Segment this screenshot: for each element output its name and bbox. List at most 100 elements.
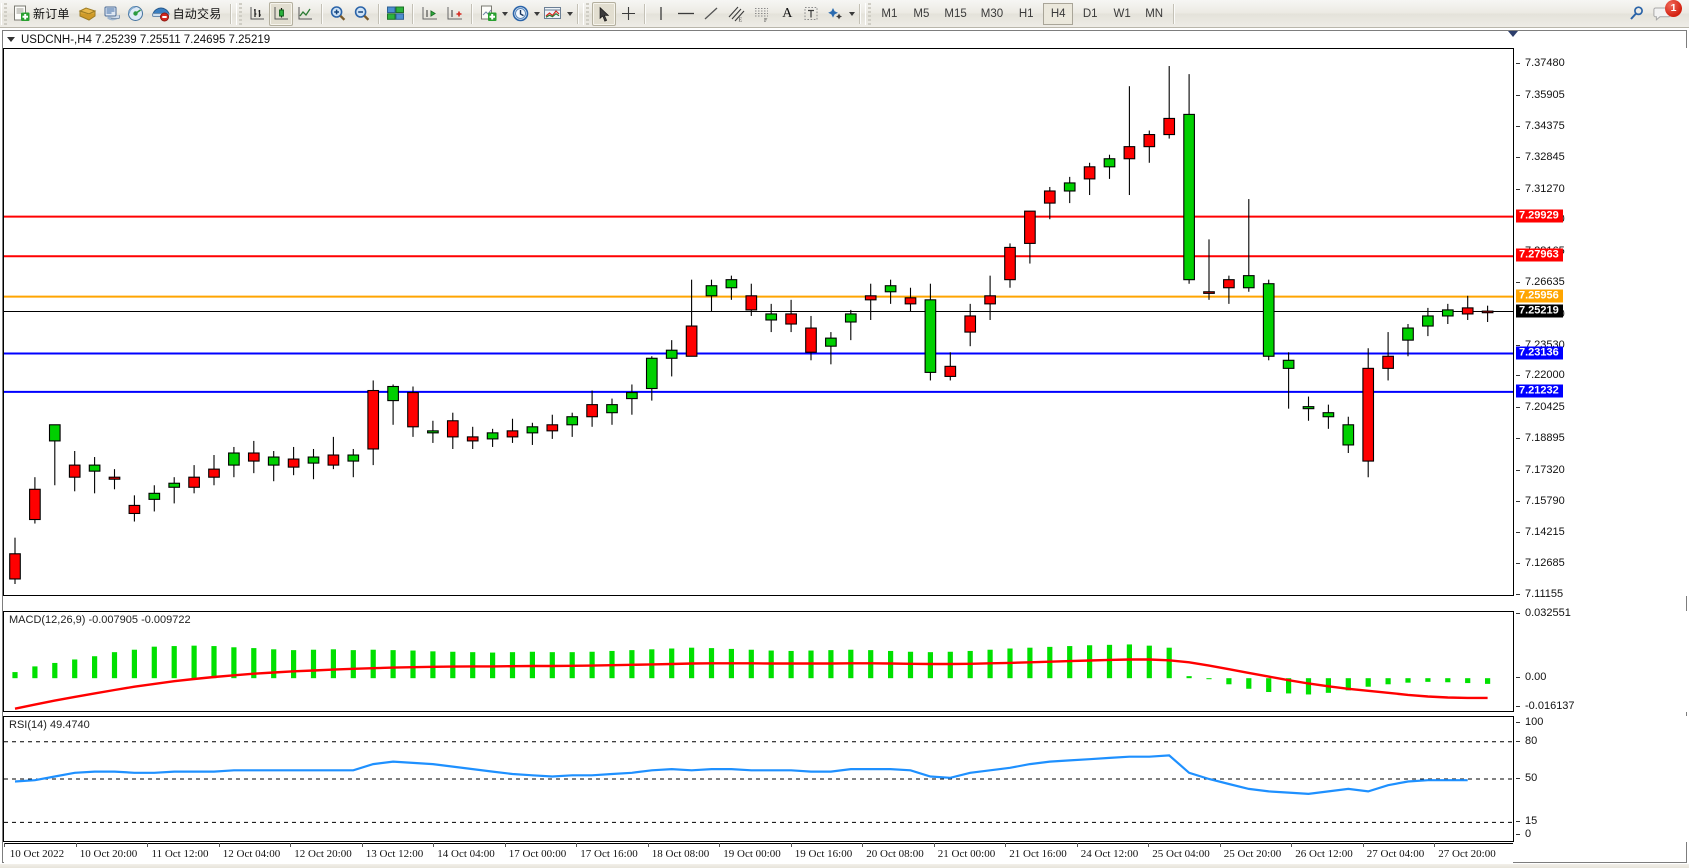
timeframe-w1-button[interactable]: W1 (1113, 7, 1131, 20)
candle-body (626, 391, 638, 400)
candle-body (984, 295, 996, 305)
time-tick-label: 10 Oct 2022 (9, 848, 65, 860)
toolbar-divider-2 (321, 3, 323, 24)
zoom-out-button[interactable] (350, 2, 374, 26)
equidistant-channel-button[interactable]: E (723, 2, 749, 26)
toolbar-grip-periods[interactable] (865, 2, 873, 25)
time-tick-mark (647, 843, 649, 847)
candle-body (745, 295, 758, 311)
price-tag-support[interactable]: 7.21232 (1516, 384, 1563, 398)
price-tick: 7.20425 (1516, 401, 1565, 413)
toolbar-grip-draw[interactable] (583, 2, 591, 25)
macd-histogram-bar (390, 650, 396, 679)
price-tag-resistance[interactable]: 7.29929 (1516, 209, 1563, 223)
price-tick: 7.26635 (1516, 276, 1565, 288)
chart-shift-button[interactable] (442, 2, 467, 26)
candle-body (88, 464, 101, 472)
terminal-icon (104, 6, 121, 21)
candle-body (287, 458, 300, 468)
signals-button[interactable] (124, 2, 148, 26)
price-axis[interactable]: 7.374807.359057.343757.328457.312707.297… (1516, 48, 1688, 600)
shapes-dropdown-caret[interactable] (849, 11, 856, 16)
templates-dropdown-caret[interactable] (567, 11, 574, 16)
timeframe-m15-button[interactable]: M15 (944, 7, 967, 20)
toolbar-grip-standard[interactable] (1, 2, 8, 25)
horizontal-line-button[interactable] (673, 2, 699, 26)
macd-histogram-bar (1465, 678, 1471, 684)
timeframe-mn-button[interactable]: MN (1145, 7, 1164, 20)
candle-body (1322, 412, 1335, 418)
zoom-in-button[interactable] (326, 2, 350, 26)
macd-tick: 0.032551 (1516, 607, 1571, 619)
period-dropdown-caret[interactable] (534, 11, 541, 16)
macd-histogram-bar (350, 650, 356, 679)
candle-body (1362, 367, 1375, 462)
fibonacci-button[interactable]: F (749, 2, 775, 26)
indicators-dropdown-caret[interactable] (502, 11, 509, 16)
text-label-button[interactable] (799, 2, 823, 26)
new-order-button[interactable]: 新订单 (10, 2, 75, 26)
candle-body (904, 297, 917, 305)
price-pane[interactable] (3, 48, 1514, 596)
toolbar-divider-8 (859, 3, 861, 24)
terminal-button[interactable] (100, 2, 124, 26)
price-tag-support[interactable]: 7.23136 (1516, 346, 1563, 360)
equidistant-channel-icon: E (729, 6, 745, 23)
fibonacci-icon: F (755, 7, 769, 23)
macd-histogram-bar (131, 649, 137, 679)
timeframe-h1-button[interactable]: H1 (1018, 7, 1034, 20)
shapes-button[interactable] (823, 2, 847, 26)
vertical-line-button[interactable] (649, 2, 673, 26)
rsi-pane[interactable]: RSI(14) 49.4740 (3, 716, 1514, 842)
notifications-button[interactable]: 1 (1653, 0, 1682, 24)
macd-histogram-bar (291, 650, 297, 679)
macd-histogram-bar (1445, 678, 1451, 683)
templates-button[interactable] (540, 2, 565, 26)
text-button[interactable]: A (775, 2, 799, 26)
candlestick-chart-button[interactable] (269, 1, 294, 26)
macd-pane[interactable]: MACD(12,26,9) -0.007905 -0.009722 (3, 611, 1514, 712)
tile-windows-button[interactable] (383, 2, 408, 26)
profiles-button[interactable] (75, 2, 100, 26)
time-tick-mark (790, 843, 792, 847)
text-icon: A (782, 5, 793, 21)
rsi-tick: 50 (1516, 772, 1537, 784)
time-tick-mark (504, 843, 506, 847)
cursor-button[interactable] (592, 1, 617, 26)
search-button[interactable] (1628, 5, 1645, 22)
rsi-label: RSI(14) 49.4740 (9, 719, 90, 731)
timeframe-m1-button[interactable]: M1 (881, 7, 898, 20)
time-axis[interactable]: 10 Oct 2022 10 Oct 20:00 11 Oct 12:00 12 Oc… (4, 843, 1513, 863)
macd-axis[interactable]: 0.032551 0.00 -0.016137 (1516, 607, 1688, 712)
auto-trading-button[interactable]: 自动交易 (148, 2, 227, 26)
price-tag-last-price[interactable]: 7.25219 (1516, 304, 1563, 318)
crosshair-button[interactable] (616, 2, 640, 26)
candle-body (1183, 113, 1195, 281)
macd-histogram-bar (1226, 678, 1232, 685)
rsi-axis[interactable]: 100 80 50 15 0 (1516, 716, 1688, 842)
toolbar-grip-charts[interactable] (236, 2, 244, 25)
price-tag-resistance[interactable]: 7.27963 (1516, 248, 1563, 262)
timeframe-h4-button[interactable]: H4 (1043, 2, 1074, 25)
price-tag-pivot[interactable]: 7.25956 (1516, 289, 1563, 303)
auto-scroll-button[interactable] (417, 2, 442, 26)
candle-body (267, 456, 280, 466)
trendline-button[interactable] (699, 2, 723, 26)
price-tick: 7.31270 (1516, 183, 1565, 195)
timeframe-m30-button[interactable]: M30 (980, 7, 1004, 20)
macd-histogram-bar (111, 652, 118, 679)
timeframe-d1-button[interactable]: D1 (1082, 7, 1098, 20)
scroll-position-marker[interactable] (1508, 31, 1518, 37)
bar-chart-button[interactable] (245, 2, 269, 26)
candle-body (1163, 117, 1176, 136)
time-tick-mark (4, 843, 5, 847)
timeframe-m5-button[interactable]: M5 (913, 7, 930, 20)
time-tick-label: 13 Oct 12:00 (365, 848, 424, 860)
chart-menu-triangle-icon[interactable] (7, 37, 15, 42)
period-button[interactable] (508, 2, 532, 26)
indicators-button[interactable] (476, 2, 500, 26)
chart-frame: USDCNH-,H4 7.25239 7.25511 7.24695 7.252… (2, 30, 1688, 863)
toolbar-divider-3 (378, 3, 380, 24)
toolbar-right-group: 1 (1628, 0, 1689, 24)
line-chart-button[interactable] (293, 2, 317, 26)
